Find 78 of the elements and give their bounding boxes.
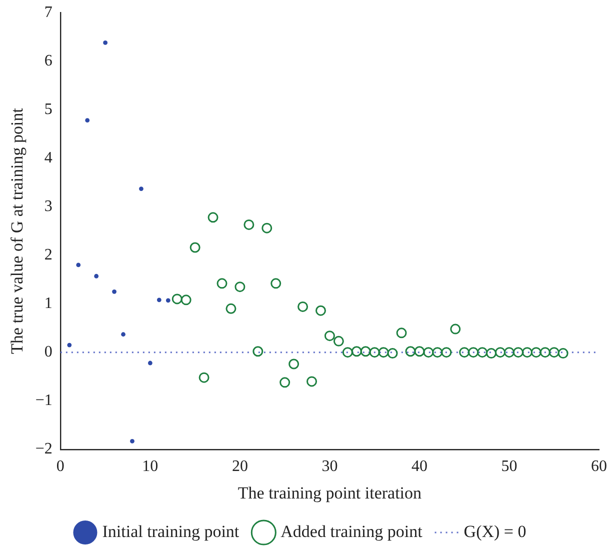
point (139, 186, 144, 191)
point (112, 289, 116, 294)
point (208, 212, 218, 223)
point (495, 347, 506, 358)
point (333, 336, 344, 346)
point (450, 324, 461, 334)
point (315, 305, 326, 316)
point (530, 347, 542, 358)
point (180, 294, 192, 306)
point (270, 278, 282, 289)
point (369, 347, 380, 358)
point (504, 347, 514, 358)
legend-label: Added training point (280, 522, 423, 541)
point (396, 328, 407, 338)
point (306, 376, 318, 387)
point (288, 358, 300, 370)
point (76, 262, 81, 268)
y-tick-label: 2 (44, 246, 52, 264)
point (67, 342, 72, 348)
point (432, 347, 443, 358)
x-axis-title: The training point iteration (238, 483, 422, 502)
point (387, 348, 398, 359)
point (244, 219, 254, 230)
point (351, 346, 362, 357)
point (548, 347, 560, 358)
point (262, 222, 272, 234)
point (172, 294, 182, 304)
point (166, 298, 170, 303)
legend-label: Initial training point (102, 522, 240, 541)
x-tick-label: 60 (591, 458, 607, 476)
y-tick-label: 1 (44, 295, 52, 312)
point (280, 377, 290, 388)
x-tick-label: 50 (501, 458, 518, 476)
point (324, 330, 335, 342)
point (130, 438, 134, 444)
point (121, 332, 126, 337)
point (414, 346, 425, 357)
y-tick-label: 7 (44, 4, 52, 21)
point (522, 347, 532, 358)
point (226, 303, 236, 314)
y-tick-label: 0 (44, 344, 52, 361)
point (558, 348, 568, 359)
point (190, 242, 200, 253)
point (298, 301, 308, 312)
point (94, 274, 99, 278)
point (156, 298, 162, 302)
point (423, 347, 434, 358)
point (148, 360, 152, 366)
x-tick-label: 40 (411, 458, 428, 476)
point (342, 347, 353, 358)
y-tick-label: 4 (44, 149, 52, 166)
point (378, 347, 389, 358)
x-tick-label: 30 (322, 458, 338, 476)
y-tick-label: 5 (44, 100, 52, 118)
point (441, 347, 452, 358)
x-tick-label: 20 (232, 458, 248, 476)
point (198, 372, 210, 383)
point (216, 278, 228, 289)
point (405, 346, 416, 357)
point (252, 346, 264, 357)
point (477, 347, 488, 358)
y-tick-label: −2 (35, 440, 52, 458)
legend-label: G(X) = 0 (464, 522, 526, 541)
point (103, 40, 108, 45)
point (512, 347, 524, 358)
y-tick-label: 6 (44, 52, 52, 70)
y-tick-label: −1 (35, 392, 52, 410)
point (234, 282, 246, 292)
y-tick-label: 3 (44, 198, 52, 215)
x-tick-label: 0 (56, 458, 64, 476)
point (360, 346, 371, 357)
point (486, 348, 497, 359)
point (459, 347, 470, 358)
x-tick-label: 10 (142, 458, 158, 476)
point (85, 118, 90, 123)
point (468, 347, 479, 358)
point (540, 347, 550, 358)
y-axis-title: The true value of G at training point (8, 108, 27, 354)
